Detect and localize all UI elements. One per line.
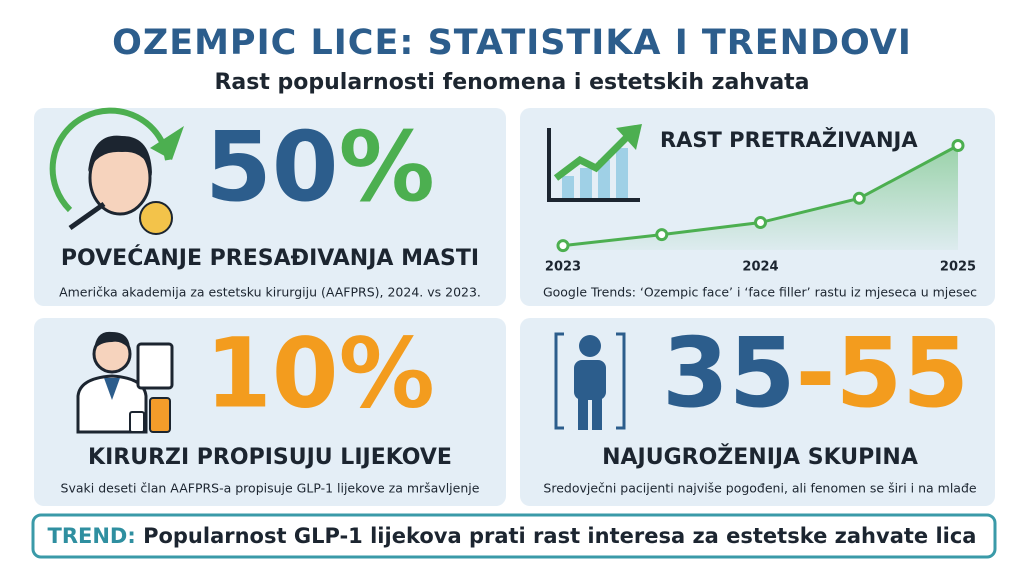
- card: [520, 318, 995, 506]
- card: [34, 108, 506, 306]
- x-tick-label: 2025: [940, 260, 976, 275]
- chart-title: RAST PRETRAŽIVANJA: [660, 127, 918, 152]
- panel-caption: Sredovječni pacijenti najviše pogođeni, …: [543, 481, 976, 496]
- panel-heading: POVEĆANJE PRESAĐIVANJA MASTI: [61, 245, 479, 271]
- x-tick-label: 2023: [545, 260, 581, 275]
- face-icon: [49, 107, 184, 235]
- stat-to: -55: [796, 317, 969, 429]
- trend-banner: [31, 513, 997, 559]
- trend-message: Popularnost GLP-1 lijekova prati rast in…: [143, 524, 976, 548]
- point: [852, 191, 866, 205]
- stat-35-55: 35-55: [662, 317, 969, 429]
- point: [655, 228, 669, 242]
- point: [556, 239, 570, 253]
- panel-heading: KIRURZI PROPISUJU LIJEKOVE: [88, 445, 452, 470]
- trend-text: TREND: Popularnost GLP-1 lijekova prati …: [48, 524, 977, 548]
- person-icon: [554, 332, 626, 430]
- title: OZEMPIC LICE: STATISTIKA I TRENDOVI: [112, 23, 912, 63]
- panel-caption: Svaki deseti član AAFPRS-a propisuje GLP…: [61, 481, 480, 496]
- chart-icon: [547, 124, 642, 202]
- area: [563, 145, 958, 250]
- stat-from: 35: [662, 317, 796, 429]
- x-tick-label: 2024: [742, 260, 778, 275]
- stat-unit: %: [339, 111, 435, 223]
- point: [754, 216, 767, 229]
- stat-10: 10%: [205, 317, 435, 429]
- point: [951, 139, 965, 152]
- line-chart: 2023 2024 2025: [545, 139, 976, 275]
- stat-number: 50: [205, 111, 339, 223]
- stat-50: 50%: [205, 111, 435, 223]
- card: [520, 108, 995, 306]
- panel-caption: Američka akademija za estetsku kirurgiju…: [59, 285, 481, 300]
- doctor-icon: [76, 331, 174, 434]
- panel-heading: NAJUGROŽENIJA SKUPINA: [602, 444, 918, 470]
- trend-label: TREND:: [48, 524, 136, 548]
- panel-caption: Google Trends: ‘Ozempic face’ i ‘face fi…: [543, 285, 977, 300]
- subtitle: Rast popularnosti fenomena i estetskih z…: [214, 70, 809, 95]
